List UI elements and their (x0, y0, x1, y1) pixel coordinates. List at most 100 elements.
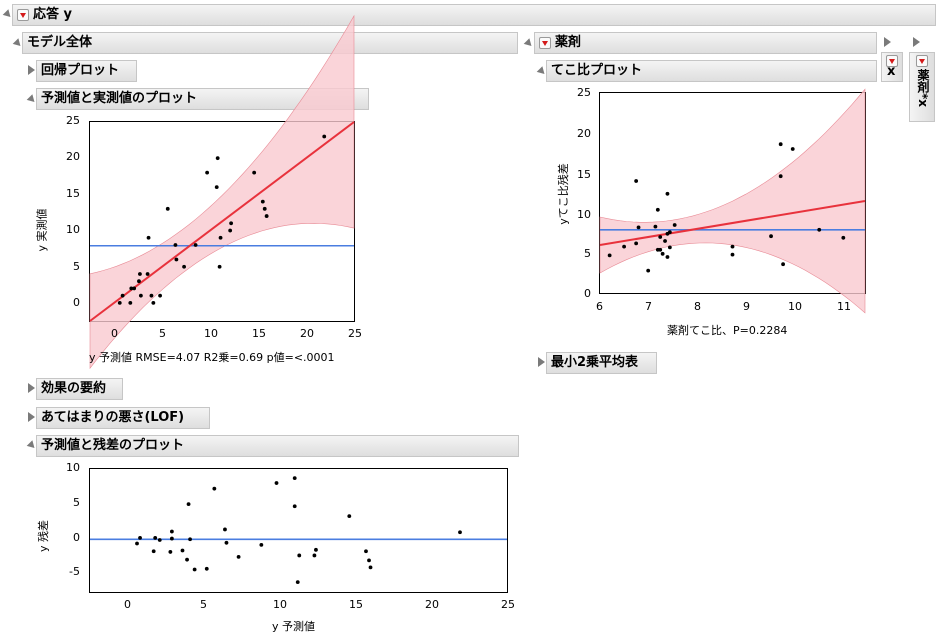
data-point (151, 301, 156, 305)
data-point (236, 554, 241, 559)
x-panel-title: x (887, 64, 896, 79)
data-point (132, 286, 137, 291)
data-point (312, 553, 317, 558)
whole-model-title: モデル全体 (27, 35, 93, 50)
x-panel[interactable]: x (881, 52, 903, 82)
data-point (264, 214, 269, 218)
x-tick: 8 (694, 300, 701, 313)
y-tick: 0 (73, 531, 80, 544)
data-point (259, 543, 264, 547)
lsmeans-title: 最小2乗平均表 (551, 355, 639, 370)
residual-by-predicted-header[interactable]: 予測値と残差のプロット (36, 435, 519, 457)
data-point (157, 538, 162, 542)
disclosure-closed-icon[interactable] (913, 37, 920, 47)
whole-model-header[interactable]: モデル全体 (22, 32, 518, 54)
x-tick: 5 (159, 327, 166, 340)
data-point (129, 286, 134, 291)
actual-by-predicted-chart (89, 14, 355, 370)
lsmeans-header[interactable]: 最小2乗平均表 (546, 352, 657, 374)
effect-summary-title: 効果の要約 (41, 381, 107, 396)
data-point (314, 547, 318, 552)
y-tick: 10 (66, 461, 80, 474)
data-point (145, 272, 150, 276)
lack-of-fit-header[interactable]: あてはまりの悪さ(LOF) (36, 407, 210, 429)
data-point (667, 245, 672, 250)
y-axis-label: yてこ比残差 (556, 163, 570, 225)
data-point (120, 293, 125, 298)
data-point (781, 262, 785, 267)
drug-x-panel[interactable]: 薬剤*x (909, 52, 935, 122)
red-triangle-menu-icon[interactable] (17, 9, 29, 21)
fit-line (599, 200, 866, 246)
data-point (646, 268, 651, 273)
data-point (158, 293, 162, 298)
leverage-plot-header[interactable]: てこ比プロット (546, 60, 877, 82)
drug-title: 薬剤 (555, 35, 582, 50)
data-point (262, 206, 267, 211)
residual-by-predicted-chart (90, 476, 507, 585)
data-point (260, 199, 265, 204)
effect-summary-header[interactable]: 効果の要約 (36, 378, 123, 400)
actual-by-predicted-title: 予測値と実測値のプロット (41, 91, 198, 106)
residual-by-predicted-plot[interactable] (89, 468, 508, 593)
y-tick: 5 (73, 496, 80, 509)
x-tick: 6 (596, 300, 603, 313)
y-tick: 25 (66, 114, 80, 127)
data-point (730, 252, 735, 257)
x-tick: 10 (788, 300, 802, 313)
disclosure-closed-icon[interactable] (28, 65, 35, 75)
confidence-band (89, 14, 355, 370)
regression-plot-title: 回帰プロット (41, 63, 120, 78)
x-tick: 15 (349, 598, 363, 611)
data-point (153, 535, 158, 540)
data-point (149, 293, 154, 298)
data-point (368, 565, 373, 570)
disclosure-closed-icon[interactable] (28, 412, 35, 422)
y-tick: 15 (577, 168, 591, 181)
leverage-plot[interactable] (599, 88, 866, 314)
disclosure-closed-icon[interactable] (538, 357, 545, 367)
data-point (169, 536, 174, 541)
y-axis-label: y 実測値 (35, 208, 49, 252)
y-tick: 20 (66, 150, 80, 163)
data-point (180, 548, 185, 553)
data-point (778, 174, 783, 179)
data-point (193, 243, 198, 247)
x-axis-label: 薬剤てこ比、P=0.2284 (667, 324, 788, 337)
data-point (672, 223, 677, 227)
data-point (297, 553, 302, 558)
data-point (667, 230, 672, 235)
data-point (778, 142, 783, 147)
disclosure-closed-icon[interactable] (28, 383, 35, 393)
data-point (841, 235, 846, 240)
data-point (295, 580, 300, 585)
x-tick: 0 (124, 598, 131, 611)
disclosure-closed-icon[interactable] (884, 37, 891, 47)
data-point (182, 264, 186, 269)
actual-by-predicted-plot[interactable] (89, 14, 355, 370)
data-point (653, 224, 658, 229)
x-tick: 10 (204, 327, 218, 340)
data-point (138, 535, 142, 540)
disclosure-open-icon[interactable] (523, 38, 535, 49)
data-point (228, 228, 233, 233)
red-triangle-menu-icon[interactable] (539, 37, 551, 49)
actual-by-predicted-header[interactable]: 予測値と実測値のプロット (36, 88, 369, 110)
y-tick: 0 (73, 296, 80, 309)
data-point (185, 557, 189, 562)
red-triangle-menu-icon[interactable] (916, 55, 928, 67)
drug-header[interactable]: 薬剤 (534, 32, 877, 54)
data-point (634, 179, 639, 183)
data-point (137, 279, 141, 284)
red-triangle-menu-icon[interactable] (886, 55, 898, 67)
data-point (663, 239, 667, 243)
data-point (151, 549, 156, 554)
x-tick: 25 (348, 327, 362, 340)
data-point (730, 244, 735, 249)
x-tick: 20 (300, 327, 314, 340)
regression-plot-header[interactable]: 回帰プロット (36, 60, 137, 82)
y-tick: 0 (584, 287, 591, 300)
y-tick: 15 (66, 187, 80, 200)
data-point (292, 476, 297, 481)
x-tick: 20 (425, 598, 439, 611)
